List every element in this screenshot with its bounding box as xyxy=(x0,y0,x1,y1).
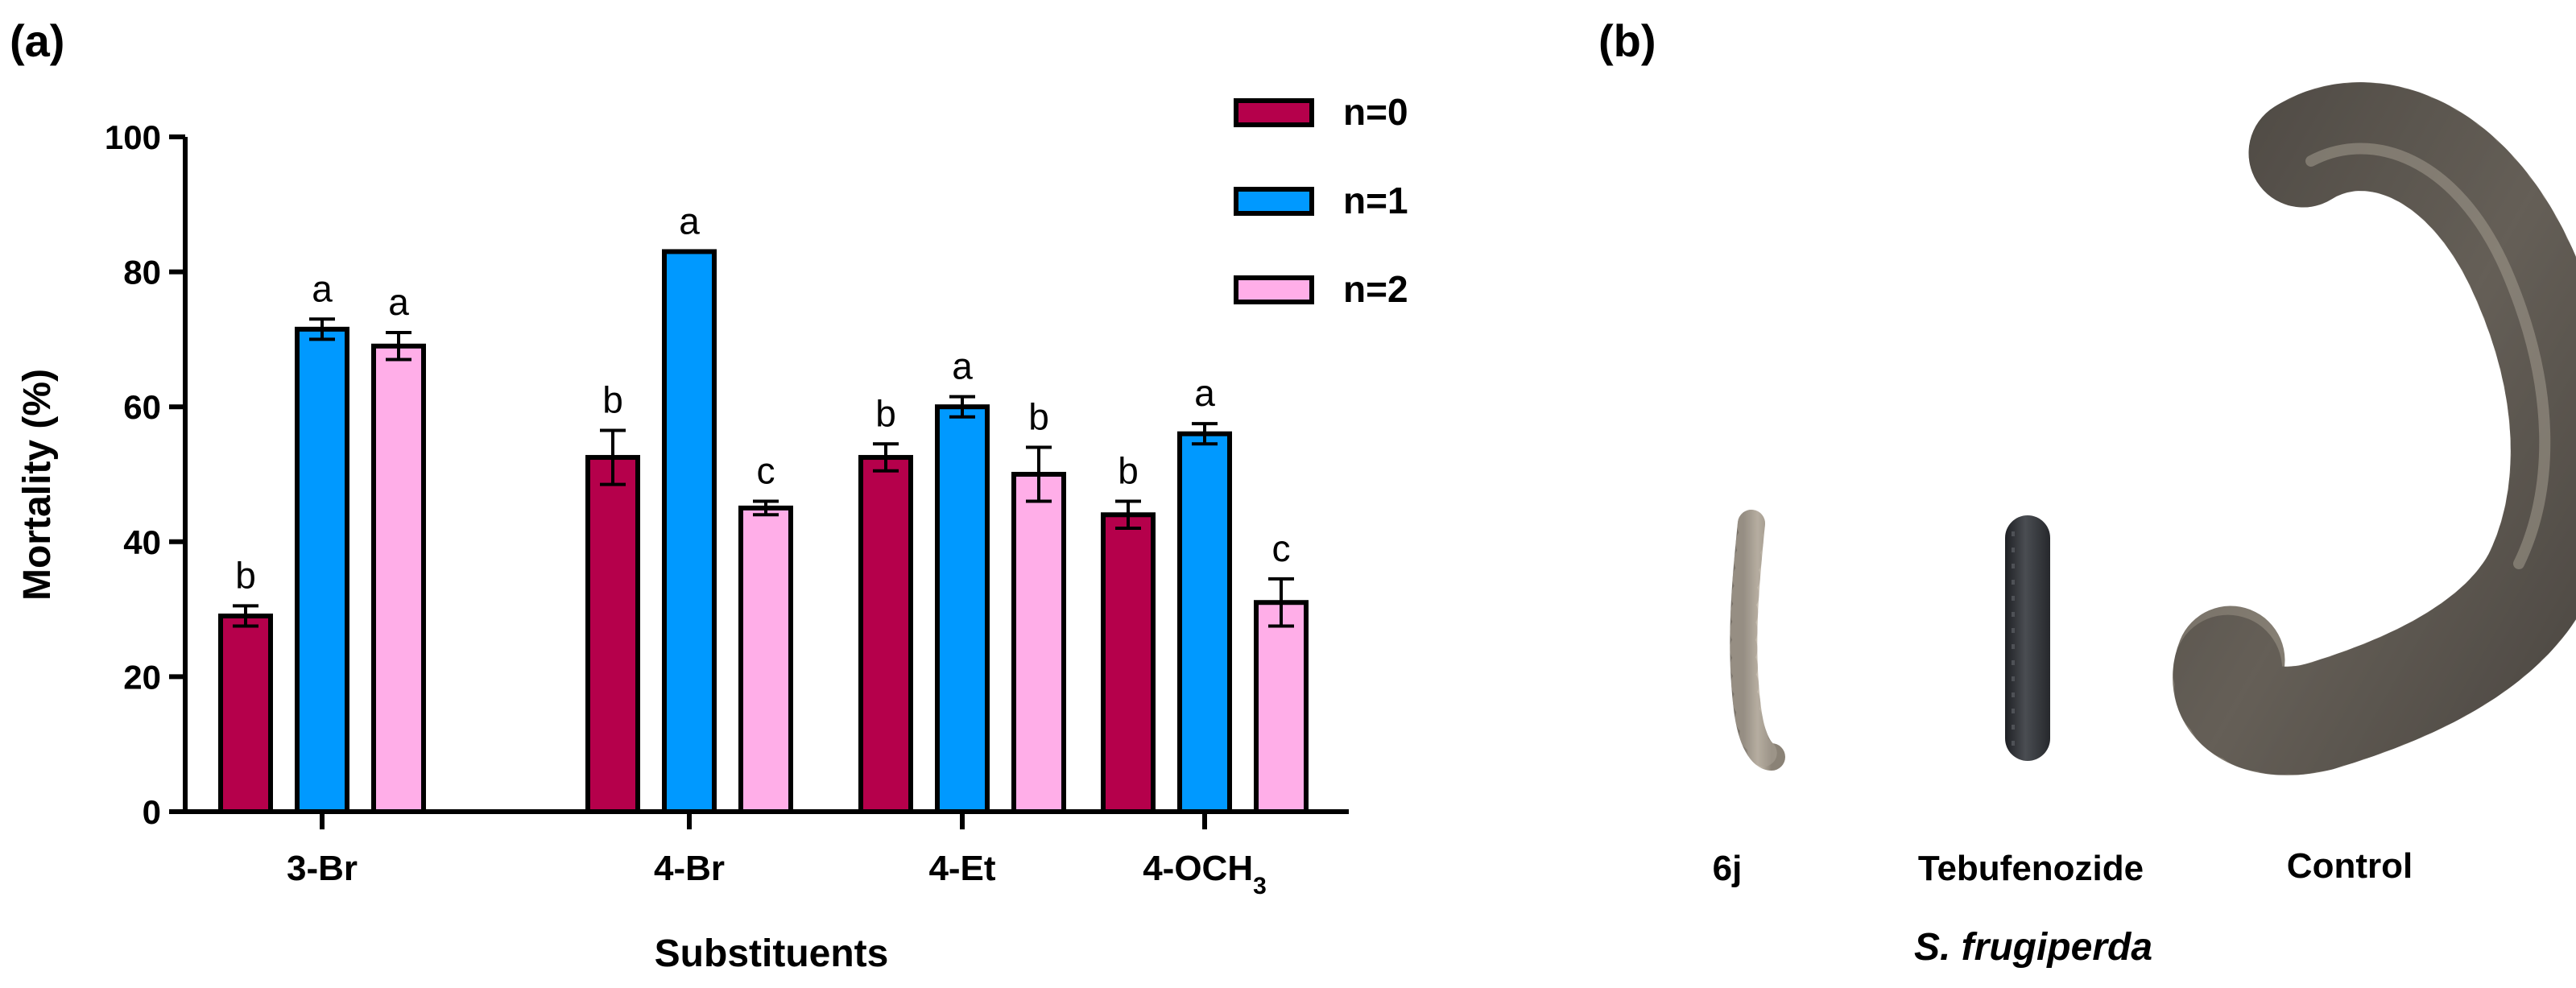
larva-tebufenozide xyxy=(2005,515,2050,761)
bar-n=1-4-Br xyxy=(662,249,717,814)
y-tick-label: 0 xyxy=(143,793,161,831)
chart-legend: n=0 n=1 n=2 xyxy=(1234,91,1408,310)
y-tick-label: 60 xyxy=(123,388,161,426)
larva-control xyxy=(2173,82,2576,775)
chart-bars xyxy=(218,249,1309,815)
chart-error-bars xyxy=(233,317,1294,628)
photo-label-control: Control xyxy=(2287,846,2413,886)
y-tick-label: 40 xyxy=(123,523,161,561)
photo-label-6j: 6j xyxy=(1713,849,1743,888)
significance-letter: a xyxy=(312,267,333,309)
y-tick-label: 100 xyxy=(105,118,161,156)
significance-letter: b xyxy=(602,379,623,421)
x-tick-label: 4-Br xyxy=(654,849,725,888)
species-label: S. frugiperda xyxy=(1914,926,2152,969)
bar-n=2-3-Br xyxy=(371,343,426,814)
bar-n=1-4-OCH xyxy=(1177,431,1232,814)
bar-n=2-4-Et xyxy=(1011,472,1066,814)
legend-swatch-n=2 xyxy=(1234,275,1314,304)
legend-label-n=1: n=1 xyxy=(1343,180,1408,221)
bar-n=1-4-Et xyxy=(935,404,990,814)
legend-label-n=2: n=2 xyxy=(1343,268,1408,310)
bar-n=1-3-Br xyxy=(295,326,349,814)
photo-label-tebufenozide: Tebufenozide xyxy=(1918,849,2144,888)
bar-n=0-4-Et xyxy=(858,455,913,814)
legend-label-n=0: n=0 xyxy=(1343,91,1408,133)
x-tick-label: 4-Et xyxy=(928,849,995,888)
legend-swatch-n=1 xyxy=(1234,187,1314,216)
larva-6j xyxy=(1730,510,1785,771)
significance-letter: b xyxy=(1028,395,1049,437)
chart-significance-letters: b b b b a a a a a c b c xyxy=(235,200,1290,596)
panel-b-label: (b) xyxy=(1598,15,1656,66)
significance-letter: c xyxy=(757,450,775,492)
significance-letter: a xyxy=(679,200,700,242)
y-axis-title: Mortality (%) xyxy=(16,369,59,601)
bar-n=2-4-OCH xyxy=(1254,600,1309,814)
x-tick-label: 3-Br xyxy=(287,849,358,888)
significance-letter: b xyxy=(875,392,896,434)
significance-letter: b xyxy=(1118,450,1139,492)
y-tick-label: 80 xyxy=(123,254,161,291)
y-tick-label: 20 xyxy=(123,658,161,696)
bar-n=0-4-OCH xyxy=(1101,512,1156,815)
panel-a-label: (a) xyxy=(10,15,64,66)
significance-letter: a xyxy=(1194,372,1215,414)
bar-n=0-4-Br xyxy=(585,455,640,814)
x-axis-title: Substituents xyxy=(655,932,889,975)
chart-axes: 0 20 40 60 80 100 3-Br 4-Br 4-Et 4-OCH3 xyxy=(105,118,1349,899)
significance-letter: b xyxy=(235,554,256,596)
legend-swatch-n=0 xyxy=(1234,98,1314,127)
x-tick-label: 4-OCH3 xyxy=(1143,849,1267,899)
significance-letter: c xyxy=(1272,527,1291,569)
bar-n=2-4-Br xyxy=(738,505,793,815)
bar-n=0-3-Br xyxy=(218,613,273,814)
significance-letter: a xyxy=(952,345,973,387)
significance-letter: a xyxy=(388,281,409,323)
